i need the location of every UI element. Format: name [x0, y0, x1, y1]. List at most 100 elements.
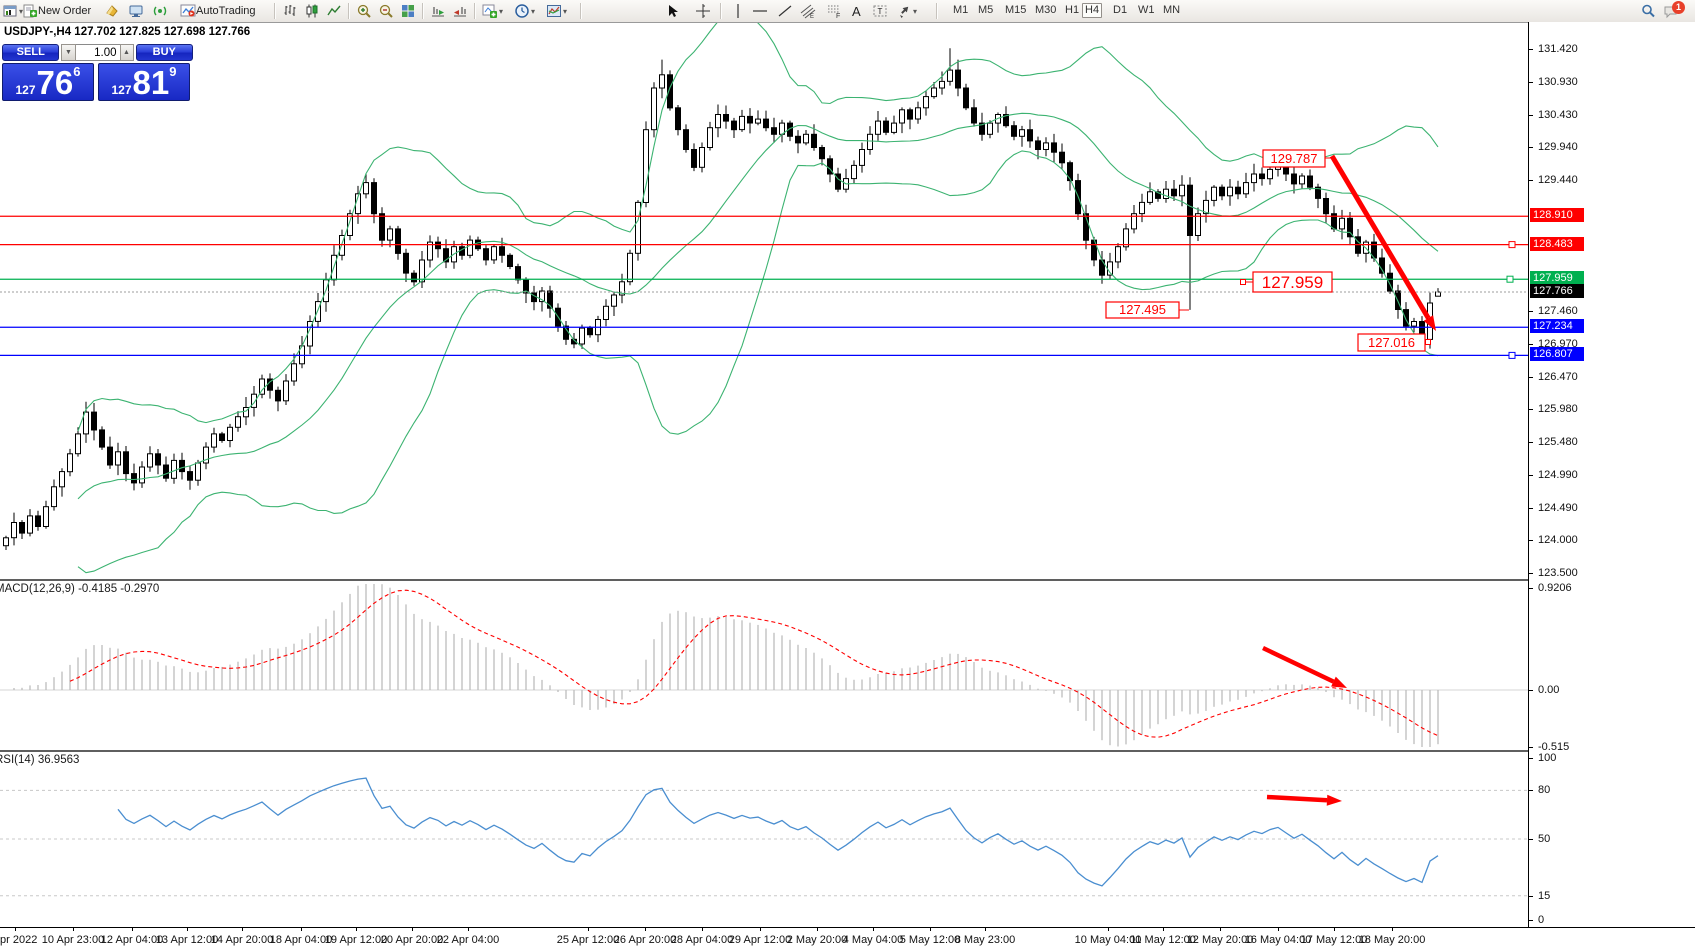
candlestick-chart[interactable]: 129.787 127.959 127.495 127.016 [0, 23, 1528, 580]
x-tick-mark [132, 928, 133, 931]
timeframe-button-M15[interactable]: M15 [1005, 4, 1027, 16]
buy-quote[interactable]: 127 81 9 [98, 63, 190, 101]
y-tick-label: 124.990 [1538, 469, 1578, 481]
timeframe-button-M1[interactable]: M1 [953, 4, 969, 16]
macd-panel[interactable]: MACD(12,26,9) -0.4185 -0.2970 [0, 581, 1528, 750]
vertical-line-tool-icon[interactable] [730, 3, 746, 19]
indicators-button[interactable]: ▾ [482, 3, 503, 19]
y-tick-mark [1529, 49, 1533, 50]
timeframe-button-M5[interactable]: M5 [978, 4, 994, 16]
y-tick-label: 129.440 [1538, 174, 1578, 186]
bar-chart-icon[interactable] [282, 3, 298, 19]
sell-button[interactable]: SELL [2, 44, 60, 61]
template-icon [547, 5, 561, 17]
chevron-down-icon[interactable]: ▾ [913, 6, 918, 16]
timeframe-button-M30[interactable]: M30 [1035, 4, 1057, 16]
x-tick-label: 5 May 12:00 [899, 934, 961, 946]
price-level-tag: 128.910 [1530, 208, 1584, 222]
autotrading-button[interactable]: AutoTrading [180, 3, 256, 19]
chevron-down-icon[interactable]: ▾ [531, 6, 536, 16]
timeframe-button-H1[interactable]: H1 [1065, 4, 1080, 16]
macd-tick-label: -0.515 [1538, 741, 1570, 753]
toolbar-separator [580, 3, 582, 19]
candlestick-chart-icon[interactable] [304, 3, 320, 19]
zoom-out-icon[interactable] [378, 3, 394, 19]
macd-chart[interactable] [0, 581, 1528, 750]
horizontal-line-tool-icon[interactable] [752, 3, 768, 19]
rsi-tick-mark [1529, 839, 1533, 840]
toolbar-separator [720, 3, 722, 19]
terminal-icon[interactable] [128, 3, 144, 19]
main-chart-panel[interactable]: 129.787 127.959 127.495 127.016 USDJPY-,H4 … [0, 22, 1528, 580]
rsi-chart[interactable] [0, 752, 1528, 927]
price-axis[interactable]: 131.420 130.930 130.430 129.940 129.440 127.4… [1528, 22, 1695, 927]
sell-price-prefix: 127 [15, 83, 36, 97]
volume-increase-button[interactable]: ▲ [119, 44, 134, 61]
arrows-tool-icon[interactable]: ▾ [896, 3, 917, 19]
x-tick-mark [15, 928, 16, 931]
text-label-tool-icon[interactable]: T [872, 3, 888, 19]
new-order-button[interactable]: New Order [22, 3, 91, 19]
auto-scroll-icon[interactable] [430, 3, 446, 19]
periods-button[interactable]: ▾ [514, 3, 535, 19]
macd-label: MACD(12,26,9) -0.4185 -0.2970 [0, 583, 160, 595]
chevron-down-icon[interactable]: ▾ [563, 6, 568, 16]
y-tick-mark [1529, 508, 1533, 509]
text-tool-icon[interactable]: A [852, 3, 861, 19]
x-tick-mark [301, 928, 302, 931]
x-tick-label: 26 Apr 20:00 [613, 934, 677, 946]
line-chart-icon[interactable] [326, 3, 342, 19]
y-tick-label: 131.420 [1538, 43, 1578, 55]
trendline-tool-icon[interactable] [777, 3, 793, 19]
y-tick-mark [1529, 409, 1533, 410]
autotrading-label: AutoTrading [196, 5, 256, 17]
sell-quote[interactable]: 127 76 6 [2, 63, 94, 101]
timeframe-button-D1[interactable]: D1 [1113, 4, 1128, 16]
panel-splitter[interactable] [0, 750, 1695, 752]
rsi-tick-mark [1529, 896, 1533, 897]
chart-shift-icon[interactable] [452, 3, 468, 19]
rsi-tick-label: 50 [1538, 833, 1551, 845]
panel-splitter[interactable] [0, 579, 1695, 581]
x-tick-label: 17 May 12:00 [1300, 934, 1368, 946]
cursor-tool-icon[interactable] [665, 3, 681, 19]
tile-windows-icon[interactable] [400, 3, 416, 19]
equidistant-channel-tool-icon[interactable]: E [800, 3, 816, 19]
notification-badge[interactable]: 1 [1672, 1, 1685, 14]
x-tick-label: 20 Apr 20:00 [380, 934, 444, 946]
y-tick-mark [1529, 573, 1533, 574]
crosshair-tool-icon[interactable] [695, 3, 711, 19]
rsi-panel[interactable]: RSI(14) 36.9563 [0, 752, 1528, 927]
x-tick-label: 13 Apr 12:00 [155, 934, 219, 946]
chevron-down-icon[interactable]: ▾ [19, 6, 24, 16]
x-tick-mark [242, 928, 243, 931]
signal-icon[interactable] [152, 3, 168, 19]
chevron-down-icon[interactable]: ▾ [499, 6, 504, 16]
templates-button[interactable]: ▾ [546, 3, 567, 19]
x-tick-mark [1278, 928, 1279, 931]
timeframe-button-H4[interactable]: H4 [1082, 3, 1103, 18]
y-tick-label: 130.930 [1538, 76, 1578, 88]
expert-advisors-icon[interactable] [104, 3, 120, 19]
macd-tick-mark [1529, 747, 1533, 748]
clock-icon [515, 4, 529, 18]
chart-window-icon[interactable]: ▾ [2, 3, 23, 19]
y-tick-mark [1529, 180, 1533, 181]
x-tick-mark [1220, 928, 1221, 931]
y-tick-label: 126.470 [1538, 371, 1578, 383]
y-tick-label: 124.000 [1538, 534, 1578, 546]
search-icon[interactable] [1640, 3, 1656, 19]
volume-input[interactable] [75, 44, 120, 61]
fibonacci-tool-icon[interactable]: F [826, 3, 842, 19]
x-tick-mark [645, 928, 646, 931]
rsi-tick-label: 100 [1538, 752, 1557, 764]
buy-button[interactable]: BUY [135, 44, 193, 61]
y-tick-label: 127.460 [1538, 305, 1578, 317]
timeframe-button-MN[interactable]: MN [1163, 4, 1181, 16]
timeframe-button-W1[interactable]: W1 [1138, 4, 1155, 16]
x-tick-mark [412, 928, 413, 931]
zoom-in-icon[interactable] [356, 3, 372, 19]
volume-decrease-button[interactable]: ▼ [61, 44, 76, 61]
